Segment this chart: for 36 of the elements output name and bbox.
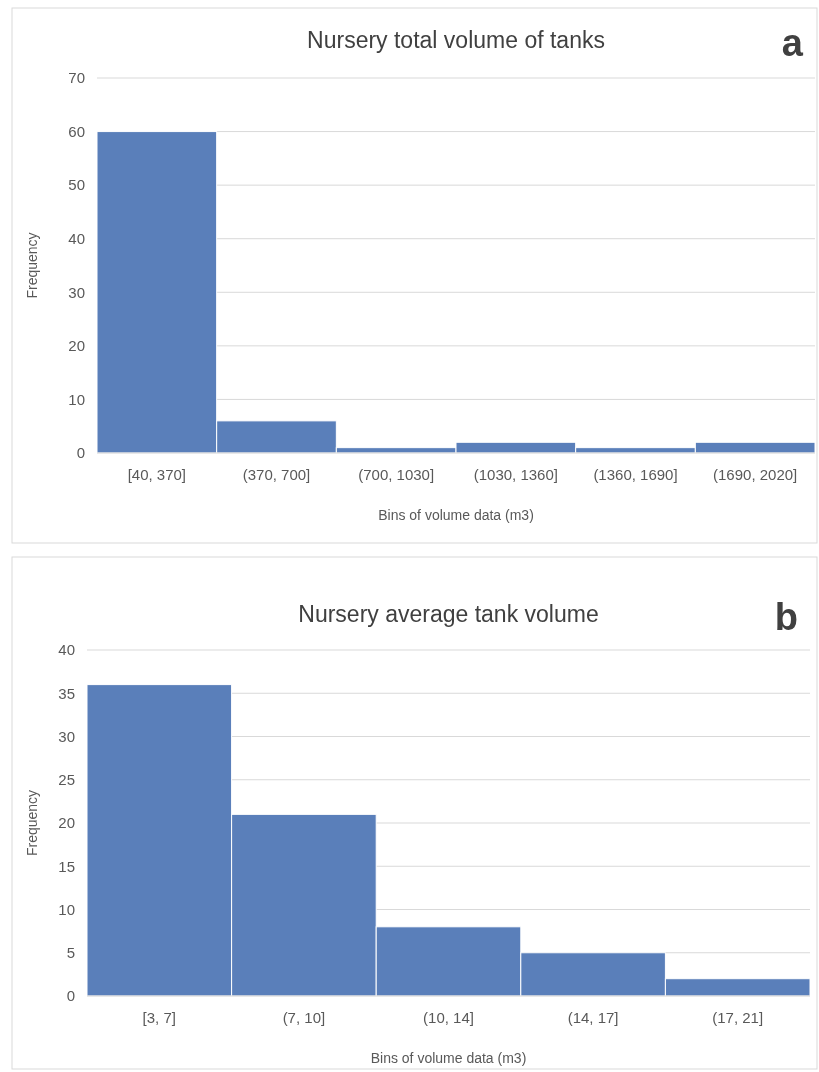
- x-tick-label: (1030, 1360]: [473, 466, 558, 483]
- y-tick-label: 15: [58, 857, 75, 875]
- y-tick-label: 0: [66, 987, 75, 1005]
- x-tick-label: (10, 14]: [423, 1009, 474, 1026]
- y-tick-label: 30: [58, 727, 75, 745]
- y-tick-label: 20: [68, 337, 85, 355]
- y-tick-label: 30: [68, 283, 85, 301]
- y-axis-title: Frequency: [24, 789, 40, 857]
- text: a: [781, 22, 804, 64]
- y-tick-label: 0: [76, 444, 85, 462]
- y-tick-label: 5: [66, 944, 75, 961]
- x-tick-label: (1690, 2020]: [713, 466, 798, 483]
- y-tick-label: 50: [68, 176, 85, 194]
- text: b: [774, 596, 798, 638]
- x-axis-title: Bins of volume data (m3): [370, 1050, 527, 1066]
- y-tick-label: 70: [68, 69, 85, 87]
- y-tick-label: 60: [68, 122, 85, 140]
- chart-title: Nursery average tank volume: [298, 601, 599, 627]
- chart-title: Nursery total volume of tanks: [307, 27, 605, 53]
- y-tick-label: 25: [58, 771, 75, 788]
- x-tick-label: (700, 1030]: [358, 466, 435, 483]
- x-tick-label: [3, 7]: [142, 1009, 176, 1026]
- x-axis-title: Bins of volume data (m3): [378, 507, 534, 523]
- y-axis-title: Frequency: [24, 232, 40, 299]
- y-tick-label: 40: [68, 229, 85, 247]
- x-tick-label: (17, 21]: [712, 1009, 764, 1026]
- y-tick-label: 40: [58, 641, 75, 659]
- x-tick-label: (7, 10]: [282, 1009, 326, 1026]
- y-tick-label: 10: [68, 390, 85, 408]
- y-tick-label: 10: [58, 900, 75, 918]
- y-tick-label: 20: [58, 814, 75, 832]
- y-tick-label: 35: [58, 684, 75, 702]
- x-tick-label: (1360, 1690]: [593, 466, 678, 483]
- x-tick-label: (14, 17]: [567, 1009, 619, 1026]
- x-tick-label: [40, 370]: [127, 466, 187, 483]
- x-tick-label: (370, 700]: [242, 466, 311, 483]
